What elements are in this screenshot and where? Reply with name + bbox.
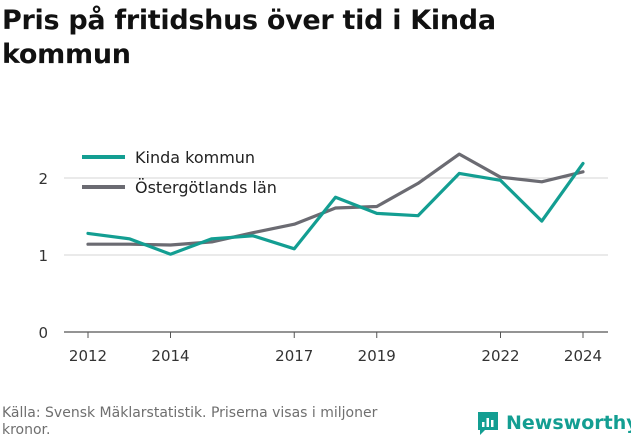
source-note: Källa: Svensk Mäklarstatistik. Priserna …	[2, 405, 378, 438]
series-line	[86, 152, 585, 247]
brand-logo[interactable]: Newsworthy	[476, 408, 631, 438]
x-tick-label: 2024	[564, 347, 602, 365]
legend-label: Kinda kommun	[135, 148, 255, 167]
x-tick-label: 2022	[481, 347, 519, 365]
x-tick-label: 2017	[275, 347, 313, 365]
x-tick-label: 2019	[358, 347, 396, 365]
series-line	[86, 161, 585, 256]
chart-title: Pris på fritidshus över tid i Kinda komm…	[2, 5, 496, 70]
brand-name: Newsworthy	[506, 412, 631, 434]
y-tick-label: 0	[38, 324, 48, 342]
x-tick-label: 2012	[69, 347, 107, 365]
x-tick-label: 2014	[151, 347, 189, 365]
newsworthy-logo-icon	[478, 412, 498, 435]
legend-label: Östergötlands län	[135, 178, 277, 197]
y-tick-label: 1	[38, 247, 48, 265]
y-tick-label: 2	[38, 170, 48, 188]
